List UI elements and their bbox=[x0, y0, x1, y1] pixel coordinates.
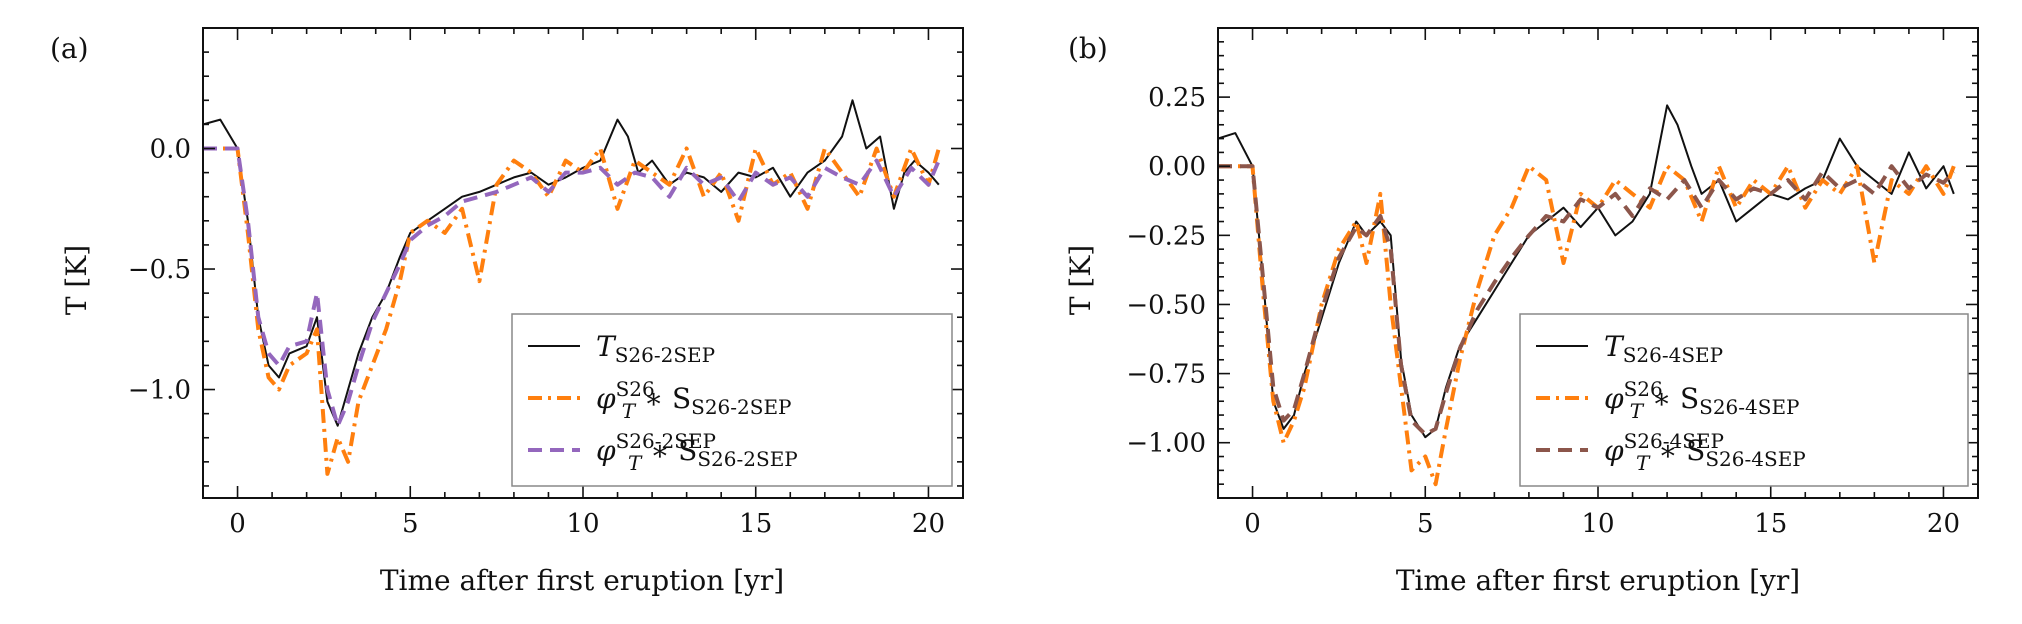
series-line-2 bbox=[1218, 164, 1956, 487]
panel-a: (a) 0 5 10 15 20 0.0 −0.5 −1.0 TS26-2SEP φS26 T ∗ … bbox=[50, 27, 964, 597]
y-tick-label: −1.00 bbox=[1126, 429, 1206, 459]
legend-label-3: φS26-4SEP T ∗ SS26-4SEP bbox=[1604, 429, 1806, 475]
x-tick-label: 5 bbox=[1417, 509, 1434, 539]
y-tick-label: −0.5 bbox=[128, 255, 191, 285]
legend-label-2: φS26 T ∗ SS26-2SEP bbox=[596, 377, 792, 423]
x-tick-label: 0 bbox=[1244, 509, 1261, 539]
panel-a-label: (a) bbox=[50, 32, 89, 65]
x-tick-label: 20 bbox=[912, 509, 945, 539]
x-tick-label: 15 bbox=[1754, 509, 1787, 539]
panel-a-plot-area: 0 5 10 15 20 0.0 −0.5 −1.0 TS26-2SEP φS26 T ∗ SS26… bbox=[128, 27, 964, 539]
legend: TS26-4SEP φS26 T ∗ SS26-4SEP φS26-4SEP T ∗ S… bbox=[1519, 313, 1969, 487]
x-tick-label: 15 bbox=[739, 509, 772, 539]
y-tick-label: −1.0 bbox=[128, 376, 191, 406]
series-lines bbox=[203, 99, 941, 476]
panel-a-ylabel: T [K] bbox=[60, 245, 93, 315]
panel-b-ylabel: T [K] bbox=[1064, 245, 1097, 315]
y-tick-label: −0.25 bbox=[1126, 221, 1206, 251]
x-tick-label: 20 bbox=[1927, 509, 1960, 539]
y-tick-label: 0.25 bbox=[1148, 83, 1206, 113]
legend: TS26-2SEP φS26 T ∗ SS26-2SEP φS26-2SEP T ∗ S… bbox=[511, 313, 953, 487]
x-tick-label: 10 bbox=[566, 509, 599, 539]
legend-label-1: TS26-4SEP bbox=[1604, 330, 1723, 367]
x-tick-label: 5 bbox=[402, 509, 419, 539]
y-tick-label: 0.0 bbox=[150, 135, 191, 165]
y-tick-label: 0.00 bbox=[1148, 152, 1206, 182]
y-tick-label: −0.50 bbox=[1126, 290, 1206, 320]
series-lines bbox=[1218, 104, 1956, 487]
y-tick-label: −0.75 bbox=[1126, 360, 1206, 390]
legend-label-1: TS26-2SEP bbox=[596, 330, 715, 367]
panel-b-label: (b) bbox=[1068, 32, 1108, 65]
legend-label-2: φS26 T ∗ SS26-4SEP bbox=[1604, 377, 1800, 423]
legend-label-3: φS26-2SEP T ∗ SS26-2SEP bbox=[596, 429, 798, 475]
x-tick-label: 10 bbox=[1581, 509, 1614, 539]
series-line-3 bbox=[1218, 164, 1956, 437]
legend-box bbox=[1519, 313, 1969, 487]
series-line-2 bbox=[203, 146, 941, 476]
panel-b-plot-area: 0 5 10 15 20 0.25 0.00 −0.25 −0.50 −0.75 −1.00 TS26… bbox=[1126, 27, 1979, 539]
panel-b: (b) 0 5 10 15 20 0.25 0.00 −0.25 −0.50 −0.75 −1.00… bbox=[1064, 27, 1979, 597]
series-line-3 bbox=[203, 146, 941, 428]
panel-a-xlabel: Time after first eruption [yr] bbox=[380, 564, 784, 597]
x-tick-label: 0 bbox=[229, 509, 246, 539]
panel-b-xlabel: Time after first eruption [yr] bbox=[1396, 564, 1800, 597]
legend-box bbox=[511, 313, 953, 487]
